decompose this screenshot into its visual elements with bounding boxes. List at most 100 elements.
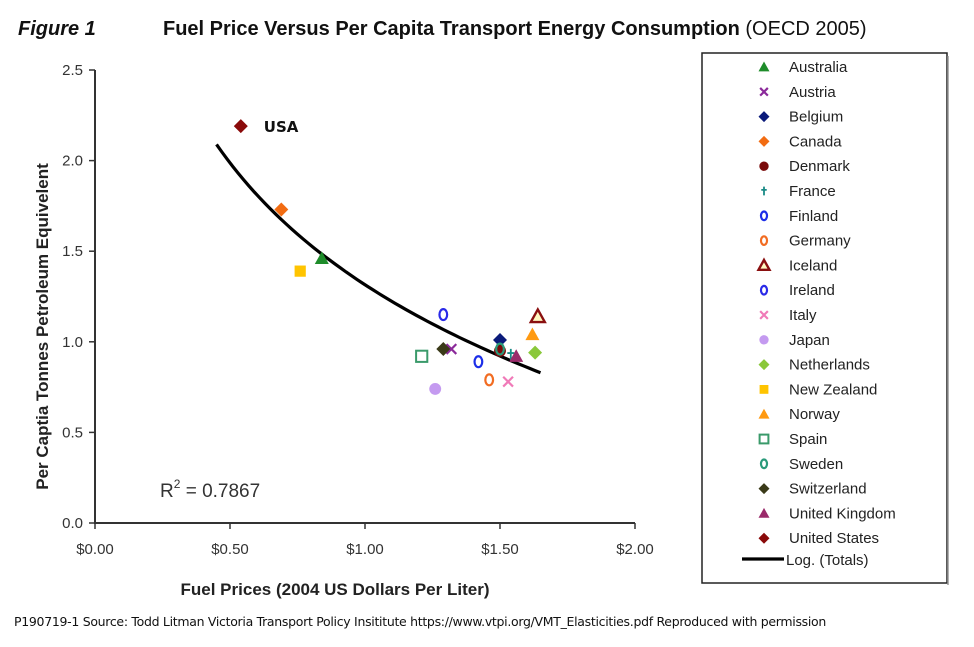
- legend-item-sweden: Sweden: [759, 456, 843, 473]
- y-tick-label: 0.5: [62, 424, 83, 441]
- legend-item-germany: Germany: [759, 233, 851, 250]
- y-tick-label: 2.0: [62, 153, 83, 170]
- legend-label: Canada: [789, 133, 842, 150]
- legend-item-iceland: Iceland: [756, 257, 837, 274]
- square-marker: [415, 349, 429, 363]
- circle-marker: [429, 382, 442, 395]
- legend-item-netherlands: Netherlands: [758, 357, 870, 374]
- x-tick-label: $1.50: [481, 541, 519, 558]
- legend-label: Belgium: [789, 109, 843, 126]
- chart-title-main: Fuel Price Versus Per Capita Transport E…: [163, 18, 740, 40]
- legend-label: Ireland: [789, 282, 835, 299]
- data-point-united-states: [233, 119, 248, 134]
- legend-item-canada: Canada: [758, 133, 842, 150]
- legend-label: Norway: [789, 406, 840, 423]
- data-point-canada: [274, 202, 289, 217]
- legend-label: Japan: [789, 332, 830, 349]
- triangle-marker: [756, 257, 772, 271]
- legend-marker: [759, 458, 769, 470]
- legend-item-trendline: Log. (Totals): [742, 552, 869, 569]
- r-squared-sup: 2: [174, 477, 181, 491]
- legend-label: Australia: [789, 59, 848, 76]
- data-point-japan: [429, 382, 442, 395]
- diamond-marker: [528, 345, 543, 360]
- circle-marker: [759, 335, 769, 345]
- legend-item-denmark: Denmark: [759, 158, 850, 175]
- diamond-marker: [233, 119, 248, 134]
- legend-label: Sweden: [789, 456, 843, 473]
- legend-label: New Zealand: [789, 381, 877, 398]
- legend-marker: [759, 335, 769, 345]
- data-point-united-kingdom: [509, 349, 524, 362]
- triangle-marker: [758, 61, 770, 72]
- legend-marker: [758, 507, 770, 518]
- legend-item-france: France: [761, 183, 836, 200]
- r-squared-value: = 0.7867: [180, 481, 260, 502]
- legend-item-norway: Norway: [758, 406, 840, 423]
- diamond-marker: [758, 135, 770, 147]
- diamond-marker: [758, 359, 770, 371]
- legend-marker: [758, 433, 770, 445]
- x-marker: [502, 375, 514, 388]
- legend-marker: [759, 210, 769, 222]
- legend-marker: [759, 235, 769, 246]
- legend: Australia Austria Belgium Canada Denmark Fran…: [701, 52, 949, 585]
- ring-marker: [484, 373, 495, 387]
- x-axis-title: Fuel Prices (2004 US Dollars Per Liter): [181, 580, 490, 599]
- ring-marker: [473, 355, 484, 369]
- diamond-marker: [758, 532, 770, 544]
- legend-marker: [756, 257, 772, 271]
- ring-marker: [759, 235, 769, 246]
- plus-marker: [761, 186, 767, 196]
- legend-marker: [759, 310, 769, 320]
- chart-title-suffix: (OECD 2005): [739, 18, 867, 40]
- data-point-australia: [314, 251, 329, 265]
- legend-label: Log. (Totals): [786, 552, 869, 569]
- triangle-marker: [314, 251, 329, 265]
- square-marker: [758, 433, 770, 445]
- legend-label: Iceland: [789, 257, 837, 274]
- r-squared-label: R2 = 0.7867: [160, 477, 260, 502]
- ring-marker: [759, 284, 769, 296]
- ring-marker: [759, 458, 769, 470]
- usa-label: USA: [264, 118, 299, 136]
- legend-label: Denmark: [789, 158, 850, 175]
- legend-label: Austria: [789, 84, 836, 101]
- x-tick-label: $2.00: [616, 541, 654, 558]
- data-point-switzerland: [436, 342, 451, 357]
- data-point-belgium: [493, 332, 507, 347]
- y-tick-label: 1.0: [62, 334, 83, 351]
- plus-marker: [507, 348, 515, 361]
- triangle-marker: [758, 507, 770, 518]
- data-point-sweden: [495, 342, 505, 356]
- circle-marker: [759, 161, 769, 171]
- x-marker: [759, 87, 769, 97]
- y-tick-label: 2.5: [62, 62, 83, 79]
- legend-label: Switzerland: [789, 481, 867, 498]
- legend-item-finland: Finland: [759, 208, 838, 225]
- legend-marker: [759, 284, 769, 296]
- legend-label: United States: [789, 530, 879, 547]
- data-point-austria: [445, 343, 458, 355]
- legend-label: United Kingdom: [789, 505, 896, 522]
- x-tick-label: $0.00: [76, 541, 114, 558]
- data-point-norway: [525, 327, 540, 341]
- data-point-netherlands: [528, 345, 543, 360]
- legend-item-italy: Italy: [759, 307, 817, 324]
- data-point-germany: [484, 373, 495, 387]
- triangle-marker: [528, 306, 547, 324]
- triangle-marker: [509, 349, 524, 362]
- legend-marker: [759, 385, 769, 394]
- diamond-marker: [274, 202, 289, 217]
- legend-item-ireland: Ireland: [759, 282, 835, 299]
- trendline: [215, 143, 542, 375]
- legend-item-belgium: Belgium: [758, 109, 843, 126]
- legend-marker: [758, 61, 770, 72]
- x-tick-label: $0.50: [211, 541, 249, 558]
- data-point-france: [507, 348, 515, 361]
- legend-item-japan: Japan: [759, 332, 830, 349]
- legend-label: Netherlands: [789, 357, 870, 374]
- diamond-marker: [436, 342, 451, 357]
- data-point-spain: [415, 349, 429, 363]
- ring-marker: [495, 342, 505, 356]
